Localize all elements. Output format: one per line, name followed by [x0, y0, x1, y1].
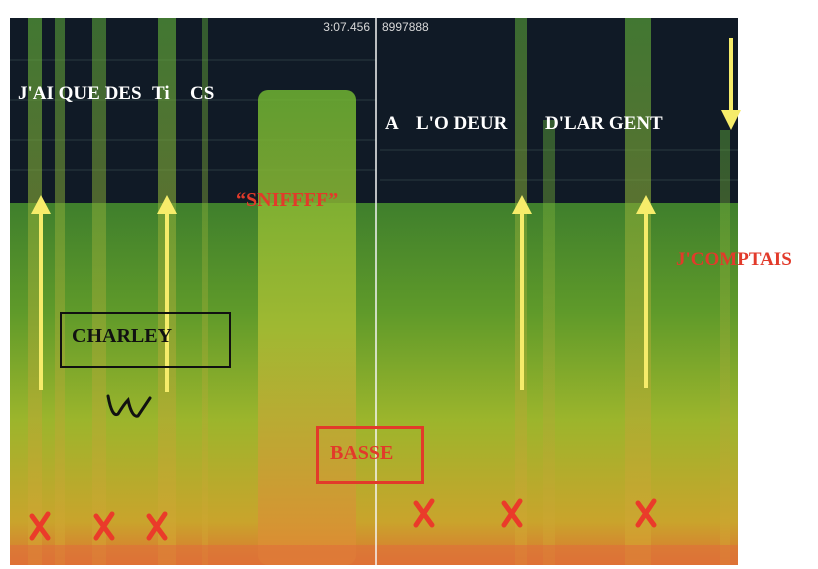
sample-readout: 8997888 [382, 20, 429, 34]
dark-band-lines [10, 59, 738, 181]
charley-box [60, 312, 231, 368]
handwritten-mark [106, 394, 152, 418]
time-readout: 3:07.456 [323, 20, 370, 34]
lyric: CS [190, 83, 215, 104]
comptais-label: J'COMPTAIS [676, 249, 792, 270]
lyric: D'LAR GENT [545, 113, 663, 134]
sniff-label: “SNIFFFF” [236, 189, 339, 211]
sniff-noise [258, 90, 356, 565]
basse-box [316, 426, 424, 484]
lyric: J'AI QUE DES [18, 83, 142, 104]
spectral-stripes [28, 18, 730, 565]
x-marks [29, 498, 657, 541]
basse-label: BASSE [330, 442, 394, 464]
arrows [31, 38, 741, 392]
charley-label: CHARLEY [72, 325, 173, 347]
lyric: A [385, 113, 399, 134]
lyric: L'O DEUR [416, 113, 508, 134]
lyric: Ti [152, 83, 170, 104]
spectrogram-energy [10, 203, 738, 565]
low-band [10, 545, 738, 565]
